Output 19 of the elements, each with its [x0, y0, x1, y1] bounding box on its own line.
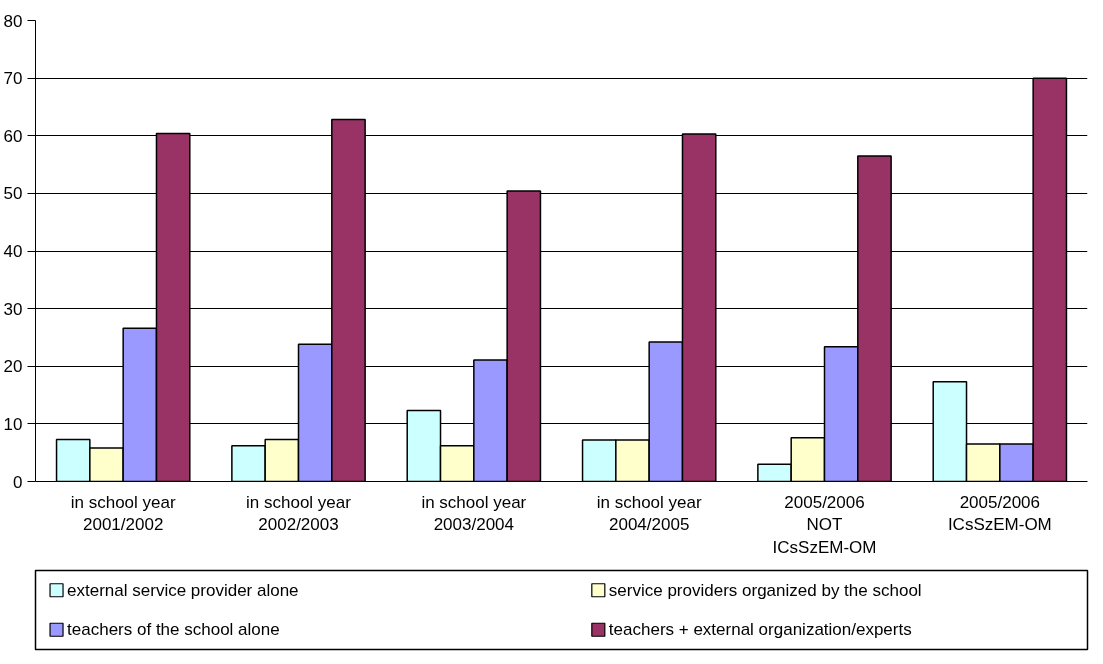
legend-label: service providers organized by the school: [608, 580, 922, 600]
x-tick-label: 2005/2006 ICsSzEM-OM: [947, 492, 1052, 535]
x-tick-label: in school year 2001/2002: [70, 492, 176, 535]
legend-label: external service provider alone: [67, 580, 299, 600]
y-tick-label: 60: [3, 126, 23, 146]
x-tick-label: in school year 2002/2003: [246, 492, 352, 535]
y-tick-label: 0: [13, 472, 23, 492]
x-tick-label: 2005/2006 NOT ICsSzEM-OM: [772, 492, 877, 558]
legend-label: teachers of the school alone: [67, 620, 280, 640]
legend-label: teachers + external organization/experts: [608, 620, 912, 640]
y-tick-label: 80: [3, 11, 23, 31]
y-tick-label: 10: [3, 414, 23, 434]
x-tick-label: in school year 2003/2004: [421, 492, 527, 535]
y-tick-label: 20: [3, 357, 23, 377]
y-tick-label: 40: [3, 242, 23, 261]
x-tick-label: in school year 2004/2005: [596, 492, 702, 535]
y-tick-label: 30: [3, 299, 23, 319]
y-tick-label: 70: [3, 69, 23, 89]
y-tick-label: 50: [3, 184, 23, 204]
